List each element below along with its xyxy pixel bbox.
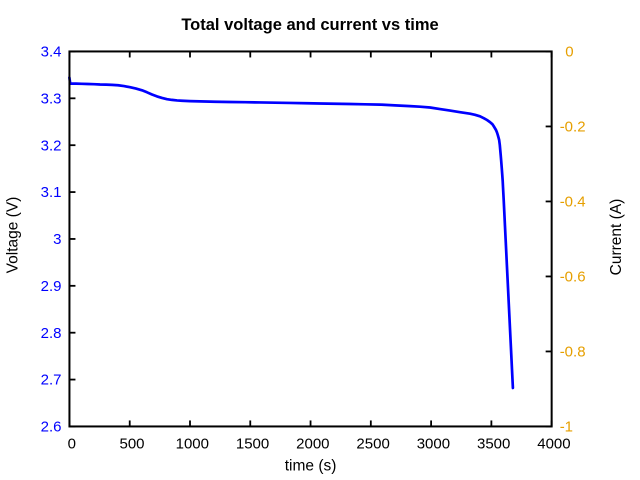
svg-text:2.7: 2.7	[41, 372, 62, 389]
svg-text:-1: -1	[560, 419, 573, 436]
svg-text:0: 0	[68, 436, 76, 453]
svg-text:2500: 2500	[356, 436, 389, 453]
svg-text:Current (A): Current (A)	[608, 199, 625, 276]
svg-text:-0.6: -0.6	[560, 269, 586, 286]
svg-text:2.9: 2.9	[41, 278, 62, 295]
svg-text:1000: 1000	[176, 436, 209, 453]
svg-text:time (s): time (s)	[285, 458, 337, 475]
svg-text:-0.2: -0.2	[560, 119, 586, 136]
svg-text:2.8: 2.8	[41, 325, 62, 342]
svg-text:Voltage (V): Voltage (V)	[5, 197, 22, 274]
svg-text:-0.4: -0.4	[560, 194, 586, 211]
svg-text:2.6: 2.6	[41, 419, 62, 436]
svg-text:Total voltage and current vs t: Total voltage and current vs time	[181, 16, 438, 34]
svg-text:1500: 1500	[236, 436, 269, 453]
svg-text:3: 3	[53, 231, 61, 248]
svg-text:2000: 2000	[296, 436, 329, 453]
svg-text:-0.8: -0.8	[560, 344, 586, 361]
svg-text:500: 500	[120, 436, 145, 453]
svg-text:3500: 3500	[477, 436, 510, 453]
svg-text:4000: 4000	[537, 436, 570, 453]
svg-text:3000: 3000	[417, 436, 450, 453]
svg-text:3.1: 3.1	[41, 184, 62, 201]
svg-text:3.2: 3.2	[41, 137, 62, 154]
svg-text:3.3: 3.3	[41, 90, 62, 107]
svg-text:3.4: 3.4	[41, 44, 62, 61]
svg-text:0: 0	[565, 44, 573, 61]
